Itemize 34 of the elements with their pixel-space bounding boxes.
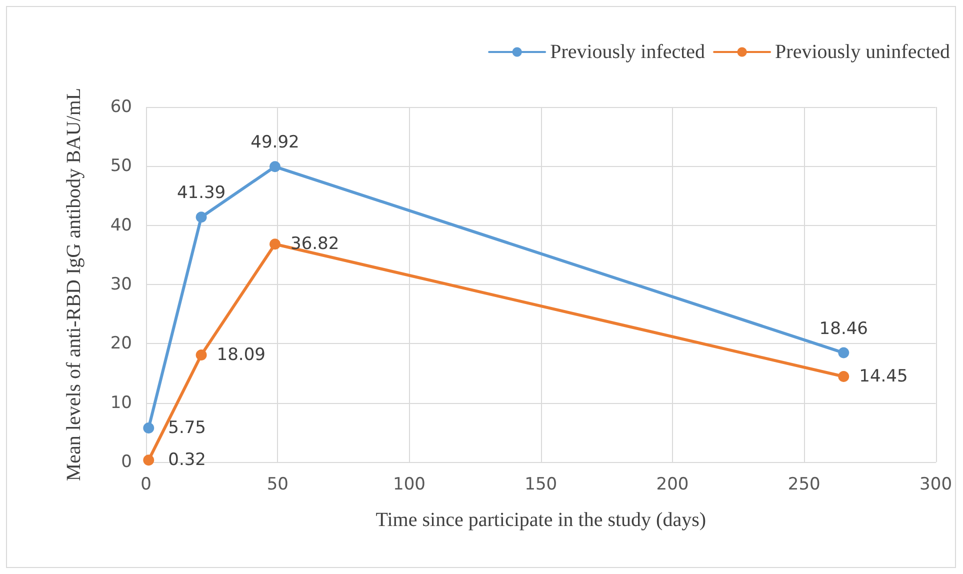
x-tick-label: 300 xyxy=(920,474,952,494)
y-tick-label: 0 xyxy=(121,452,132,472)
data-label: 18.46 xyxy=(819,318,868,339)
x-axis-title: Time since participate in the study (days) xyxy=(376,509,706,531)
y-tick-label: 60 xyxy=(110,97,132,117)
point xyxy=(838,371,850,382)
point xyxy=(838,347,850,358)
data-label: 0.32 xyxy=(168,450,206,470)
y-tick-label: 50 xyxy=(110,156,132,176)
y-tick-label: 40 xyxy=(110,215,132,236)
data-label: 36.82 xyxy=(290,234,340,254)
point xyxy=(143,422,154,434)
x-tick-label: 250 xyxy=(788,474,820,494)
legend-label: Previously uninfected xyxy=(775,41,950,63)
x-tick-label: 50 xyxy=(266,474,288,494)
data-label: 18.09 xyxy=(216,344,266,365)
data-label: 49.92 xyxy=(250,132,300,153)
y-axis-title: Mean levels of anti-RBD IgG antibody BAU/mL xyxy=(63,88,85,482)
x-tick-label: 100 xyxy=(393,474,426,494)
data-label: 41.39 xyxy=(176,183,226,204)
legend-label: Previously infected xyxy=(550,41,706,63)
point xyxy=(196,349,207,360)
y-tick-label: 20 xyxy=(110,334,132,354)
data-label: 5.75 xyxy=(168,418,206,438)
point xyxy=(270,238,280,250)
point xyxy=(143,454,154,466)
x-tick-label: 150 xyxy=(524,474,558,494)
x-tick-label: 200 xyxy=(656,474,689,494)
y-tick-label: 30 xyxy=(110,274,132,294)
x-tick-label: 0 xyxy=(140,474,152,494)
y-tick-label: 10 xyxy=(110,392,132,413)
point xyxy=(270,161,280,172)
point xyxy=(196,212,207,223)
data-label: 14.45 xyxy=(859,366,908,387)
